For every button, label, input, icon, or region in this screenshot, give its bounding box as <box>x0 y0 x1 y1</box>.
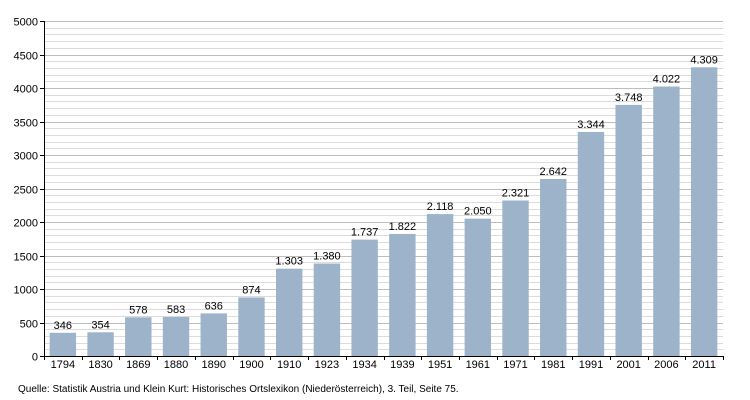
data-label-1939: 1.822 <box>389 221 417 233</box>
x-tick-label-1981: 1981 <box>541 359 565 371</box>
data-label-1869: 578 <box>129 304 147 316</box>
bar-1951 <box>426 214 454 356</box>
bar-1880 <box>162 316 190 356</box>
bar-2011 <box>690 67 718 357</box>
x-tick-label-2001: 2001 <box>616 359 640 371</box>
y-tick-label: 500 <box>20 319 38 331</box>
data-label-1961: 2.050 <box>464 206 492 218</box>
x-tick-label-1900: 1900 <box>239 359 263 371</box>
y-tick-label: 4000 <box>14 84 38 96</box>
y-tick-label: 4500 <box>14 51 38 63</box>
bar-1923 <box>313 263 341 356</box>
x-tick-label-1951: 1951 <box>428 359 452 371</box>
data-label-1951: 2.118 <box>427 201 454 213</box>
x-tick-label-1923: 1923 <box>315 359 339 371</box>
bar-1890 <box>200 313 227 356</box>
y-tick-label: 2000 <box>14 218 38 230</box>
axes <box>40 21 724 360</box>
y-tick-label: 1000 <box>14 285 38 297</box>
bar-1971 <box>502 200 529 356</box>
bar-1961 <box>464 218 492 356</box>
x-tick-labels: 1794 1830 1869 1880 1890 1900 1910 1923 1934 1939… <box>51 359 716 371</box>
y-tick-label: 2500 <box>14 185 38 197</box>
bar-1869 <box>125 317 152 356</box>
x-tick-label-2006: 2006 <box>654 359 678 371</box>
x-tick-label-1939: 1939 <box>390 359 414 371</box>
x-tick-label-1910: 1910 <box>277 359 301 371</box>
data-label-1794: 346 <box>54 320 72 332</box>
x-tick-label-1890: 1890 <box>202 359 226 371</box>
data-label-1981: 2.642 <box>539 166 567 178</box>
source-note: Quelle: Statistik Austria und Klein Kurt… <box>18 384 459 395</box>
x-tick-label-1934: 1934 <box>352 359 376 371</box>
x-tick-label-1971: 1971 <box>503 359 527 371</box>
x-tick-label-1869: 1869 <box>126 359 150 371</box>
data-label-1934: 1.737 <box>351 227 379 239</box>
x-tick-label-1880: 1880 <box>164 359 188 371</box>
data-label-1900: 874 <box>242 284 260 296</box>
data-labels: 346 354 578 583 636 874 1.303 1.380 1.737 1.822 2.… <box>54 54 718 332</box>
x-tick-label-2011: 2011 <box>692 359 716 371</box>
data-label-2001: 3.748 <box>615 92 643 104</box>
bar-1934 <box>351 239 378 356</box>
data-label-1991: 3.344 <box>577 119 605 131</box>
y-tick-label: 3500 <box>14 118 38 130</box>
bar-1981 <box>540 178 567 356</box>
data-label-1923: 1.380 <box>313 251 341 263</box>
bar-1900 <box>238 297 265 356</box>
bars <box>49 67 718 357</box>
data-label-1890: 636 <box>205 300 223 312</box>
bar-1910 <box>275 268 303 356</box>
gridlines <box>44 21 723 350</box>
x-tick-label-1961: 1961 <box>466 359 490 371</box>
y-tick-label: 0 <box>32 352 38 364</box>
y-tick-labels: 0 500 1000 1500 2000 2500 3000 3500 4000 4500 5000 <box>14 17 38 364</box>
x-tick-label-1830: 1830 <box>88 359 112 371</box>
x-tick-label-1991: 1991 <box>579 359 603 371</box>
data-label-1830: 354 <box>91 319 109 331</box>
data-label-2011: 4.309 <box>690 54 718 66</box>
data-label-1910: 1.303 <box>275 256 303 268</box>
x-tick-label-1794: 1794 <box>51 359 75 371</box>
bar-1794 <box>49 332 77 356</box>
bar-1830 <box>87 332 114 356</box>
bar-2006 <box>653 86 680 356</box>
bar-2001 <box>615 104 642 356</box>
bar-1939 <box>389 233 416 356</box>
data-label-1880: 583 <box>167 304 185 316</box>
bar-1991 <box>577 131 605 356</box>
y-tick-label: 1500 <box>14 252 38 264</box>
y-tick-label: 3000 <box>14 151 38 163</box>
data-label-2006: 4.022 <box>653 74 681 86</box>
data-label-1971: 2.321 <box>502 187 530 199</box>
y-tick-label: 5000 <box>14 17 38 29</box>
